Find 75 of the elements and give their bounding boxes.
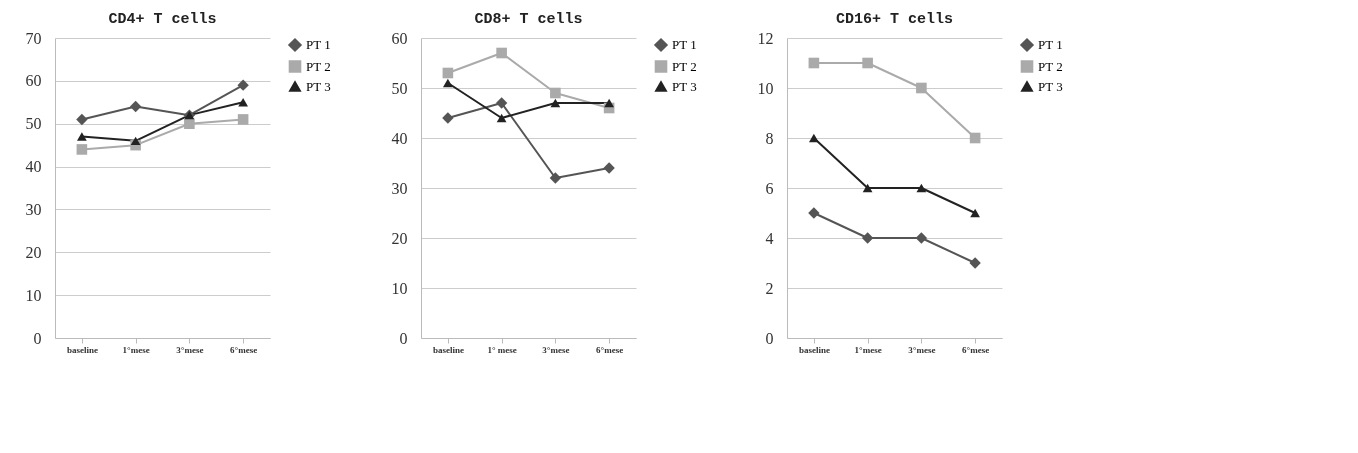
y-tick-label: 20 <box>391 229 408 247</box>
point <box>237 114 249 125</box>
point <box>808 207 820 219</box>
y-tick-label: 60 <box>25 72 42 90</box>
x-tick-label: 6°mese <box>962 344 990 355</box>
y-tick-label: 20 <box>25 243 42 261</box>
point <box>238 98 248 107</box>
legend-label: PT 3 <box>672 78 697 94</box>
y-tick-label: 12 <box>757 29 774 47</box>
point <box>969 257 981 269</box>
legend-label: PT 2 <box>306 58 331 74</box>
point <box>549 172 562 184</box>
y-tick-label: 0 <box>33 329 42 347</box>
y-tick-label: 0 <box>399 329 408 347</box>
y-tick-label: 10 <box>757 79 774 97</box>
point <box>442 112 454 124</box>
x-tick-label: 1°mese <box>854 344 882 355</box>
legend-label: PT 3 <box>1038 78 1063 94</box>
point <box>861 232 874 244</box>
point <box>915 232 928 244</box>
y-tick-label: 40 <box>25 158 42 176</box>
y-tick-label: 50 <box>25 115 42 133</box>
x-tick-label: 6°mese <box>596 344 624 355</box>
x-tick-label: 6°mese <box>230 344 258 355</box>
y-tick-label: 6 <box>765 179 774 197</box>
point <box>77 132 87 141</box>
y-tick-label: 0 <box>765 329 774 347</box>
chart-title: CD16+ T cells <box>835 11 954 28</box>
y-tick-label: 40 <box>391 129 408 147</box>
point <box>443 78 453 88</box>
x-tick-label: 3°mese <box>542 344 570 355</box>
point <box>862 183 873 193</box>
chart-title: CD4+ T cells <box>108 11 217 28</box>
legend-label: PT 2 <box>672 58 697 74</box>
legend-label: PT 3 <box>306 78 331 94</box>
point <box>970 208 980 218</box>
point <box>603 162 615 174</box>
legend-label: PT 1 <box>672 37 697 52</box>
x-tick-label: baseline <box>798 344 830 355</box>
y-tick-label: 60 <box>391 29 408 47</box>
point <box>916 183 927 193</box>
point <box>237 79 249 91</box>
y-tick-label: 2 <box>765 279 774 297</box>
point <box>916 82 927 94</box>
point <box>130 136 141 146</box>
x-tick-label: baseline <box>66 344 98 355</box>
point <box>862 57 873 69</box>
point <box>550 87 561 99</box>
legend-label: PT 2 <box>1038 58 1063 74</box>
x-tick-label: baseline <box>432 344 464 355</box>
x-tick-label: 3°mese <box>176 344 204 355</box>
point <box>496 47 507 59</box>
x-tick-label: 1° mese <box>487 344 517 355</box>
point <box>809 133 819 143</box>
y-tick-label: 30 <box>25 200 42 218</box>
y-tick-label: 10 <box>391 279 408 297</box>
point <box>76 144 88 155</box>
y-tick-label: 4 <box>765 229 774 247</box>
y-tick-label: 50 <box>391 79 408 97</box>
point <box>496 113 507 123</box>
legend-label: PT 1 <box>306 37 331 52</box>
y-tick-label: 8 <box>765 129 774 147</box>
point <box>184 118 195 130</box>
point <box>129 100 142 113</box>
y-tick-label: 30 <box>391 179 408 197</box>
point <box>76 113 88 126</box>
chart-title: CD8+ T cells <box>474 11 583 28</box>
y-tick-label: 70 <box>25 29 42 47</box>
legend-label: PT 1 <box>1038 37 1063 52</box>
x-tick-label: 3°mese <box>908 344 936 355</box>
y-tick-label: 10 <box>25 286 42 304</box>
point <box>495 97 508 109</box>
x-tick-label: 1°mese <box>122 344 150 355</box>
point <box>604 98 614 108</box>
point <box>550 98 561 108</box>
